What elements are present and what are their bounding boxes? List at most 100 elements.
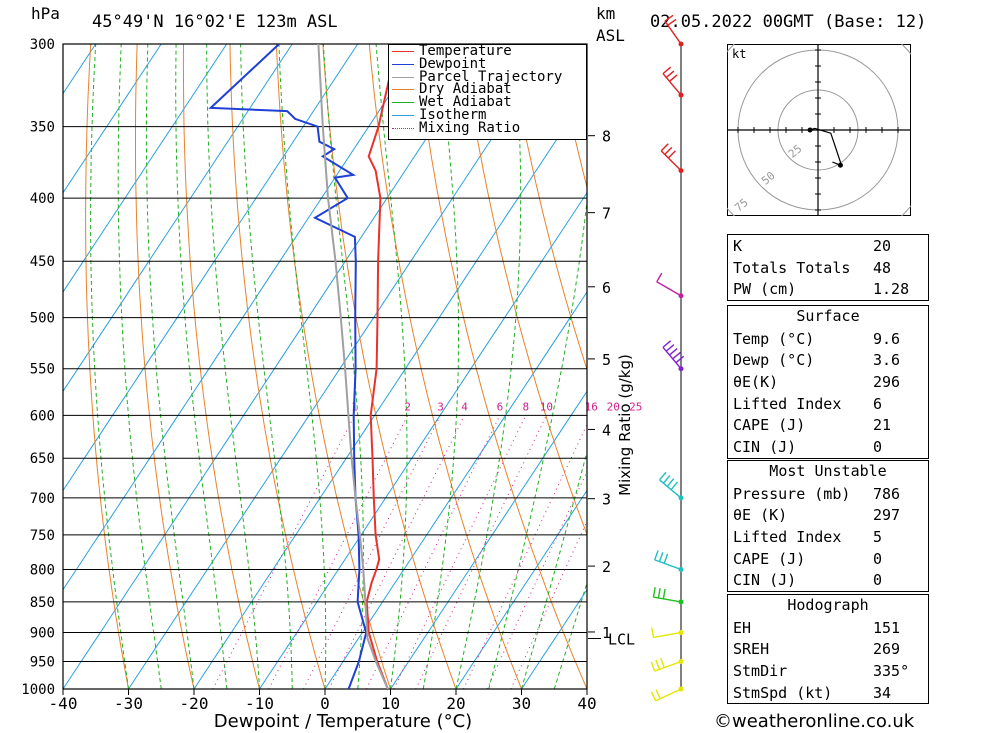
most-unstable-row: θE (K) 297 (728, 504, 928, 526)
isotherm-line (63, 44, 490, 689)
k-index-value: 20 (873, 236, 892, 255)
hodograph-value: 269 (873, 640, 901, 659)
copyright-link[interactable]: ©weatheronline.co.uk (714, 711, 915, 732)
wind-barb-flag (667, 150, 676, 159)
wind-barb-flag (652, 587, 656, 598)
wind-barb-shaft (654, 660, 682, 672)
isotherm-line (63, 44, 228, 293)
wind-barb-shaft (664, 20, 682, 45)
wind-barb-flag (664, 14, 674, 22)
wet-adiabat-line (90, 44, 129, 689)
pressure-tick-label: 550 (30, 362, 55, 378)
dry-adiabat-line (973, 44, 1000, 689)
x-tick-label: -40 (49, 694, 78, 713)
wind-barb (662, 340, 685, 372)
wind-barb-flag (662, 588, 666, 599)
dry-adiabat-line (182, 44, 260, 689)
surface-value: 0 (873, 437, 883, 456)
x-tick-label: -30 (114, 694, 143, 713)
profile-lines (208, 44, 398, 689)
totals-value: 48 (873, 258, 892, 277)
isotherm-line (521, 588, 587, 689)
lcl-label: LCL (608, 630, 635, 648)
wind-barb-flag (650, 661, 656, 672)
surface-title: Surface (796, 307, 860, 325)
hodograph-ring-label: 75 (732, 196, 751, 214)
pressure-tick-label: 350 (30, 120, 55, 136)
legend-swatch (392, 114, 414, 116)
k-index-row: K 20 (728, 235, 928, 257)
wind-barb-flag (654, 550, 659, 561)
isotherm-line (63, 44, 162, 194)
wind-barb (656, 272, 684, 299)
wind-barb (650, 658, 684, 672)
wind-barb-flag (659, 471, 667, 481)
most-unstable-value: 5 (873, 527, 883, 546)
legend-item: Dewpoint (389, 57, 586, 71)
surface-row: Temp (°C) 9.6 (728, 328, 928, 350)
wind-barb-flag (665, 344, 675, 352)
surface-table: Surface Temp (°C) 9.6 Dewp (°C) 3.6 θE(K) 296… (727, 305, 929, 459)
most-unstable-table: Most Unstable Pressure (mb) 786 θE (K) 297 L… (727, 460, 929, 593)
pressure-tick-label: 950 (30, 655, 55, 671)
mixing-ratio-line (463, 423, 587, 689)
wind-barb-flag (660, 143, 669, 152)
wet-adiabat-line (375, 44, 408, 689)
km-tick-label: 1 (602, 624, 611, 642)
legend-swatch (392, 127, 414, 129)
wet-adiabat-line (553, 581, 587, 689)
legend-swatch (392, 89, 414, 91)
temperature-line (365, 44, 398, 689)
totals-row: Totals Totals 48 (728, 257, 928, 279)
surface-label: Temp (°C) (733, 329, 815, 348)
surface-label: Lifted Index (733, 394, 842, 413)
x-tick-label: 0 (320, 694, 330, 713)
wind-barb-flag (667, 18, 677, 26)
isotherm-line (0, 44, 30, 689)
most-unstable-title: Most Unstable (769, 462, 887, 480)
wind-barb-flag (669, 74, 678, 82)
most-unstable-label: CAPE (J) (733, 549, 806, 568)
parcel-trajectory-line (317, 44, 389, 689)
km-tick-label: 2 (602, 558, 611, 576)
run-datetime: 02.05.2022 00GMT (Base: 12) (650, 12, 927, 32)
surface-row: CIN (J) 0 (728, 436, 928, 458)
hodograph-row: SREH 269 (728, 638, 928, 660)
x-tick-label: 30 (512, 694, 531, 713)
surface-value: 6 (873, 394, 883, 413)
dry-adiabat-line (508, 44, 587, 371)
wind-barb-flag (650, 627, 655, 638)
pressure-tick-label: 1000 (21, 682, 55, 698)
surface-value: 3.6 (873, 351, 901, 370)
most-unstable-value: 0 (873, 549, 883, 568)
surface-row: Lifted Index 6 (728, 393, 928, 415)
mixing-ratio-label: 3 (437, 400, 444, 413)
legend-label: Mixing Ratio (419, 119, 521, 136)
surface-row: Dewp (°C) 3.6 (728, 349, 928, 371)
surface-value: 296 (873, 372, 901, 391)
hodograph-value: 34 (873, 683, 892, 702)
hodograph-value: 335° (873, 661, 910, 680)
wet-adiabat-line (145, 44, 195, 689)
isotherm-line (455, 489, 587, 689)
wind-barb (652, 587, 684, 605)
pressure-tick-label: 600 (30, 408, 55, 424)
hodograph-table: Hodograph EH 151 SREH 269 StmDir 335° StmSpd (… (727, 594, 929, 705)
wind-barb-flag (662, 66, 672, 75)
pressure-tick-label: 900 (30, 626, 55, 642)
legend-label: Parcel Trajectory (419, 68, 563, 85)
hodograph-unit-label: kt (732, 47, 746, 61)
most-unstable-row: Pressure (mb) 786 (728, 483, 928, 505)
wind-barb-flag (663, 553, 669, 564)
legend-item: Parcel Trajectory (389, 68, 586, 85)
wind-barb (650, 627, 684, 639)
x-tick-label: -20 (180, 694, 209, 713)
isotherm-line (193, 92, 587, 689)
wind-barb-flag (660, 658, 665, 668)
isotherm-line (63, 44, 293, 393)
legend-item: Temperature (389, 44, 586, 58)
wind-barb (659, 471, 684, 501)
legend-item: Wet Adiabat (389, 95, 586, 109)
hodograph-label: SREH (733, 640, 770, 659)
dewpoint-line (208, 44, 368, 689)
